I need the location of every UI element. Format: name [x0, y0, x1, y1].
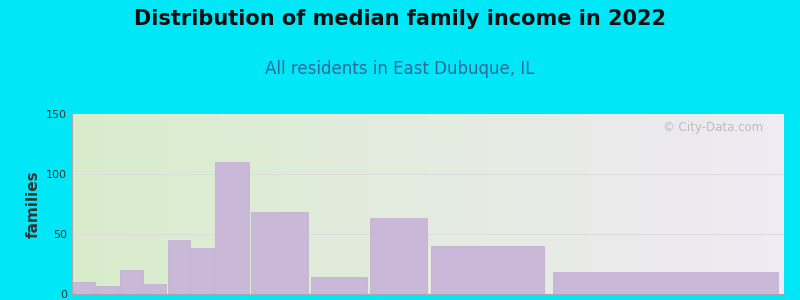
Bar: [370, 218, 426, 294]
Bar: [167, 240, 190, 294]
Text: All residents in East Dubuque, IL: All residents in East Dubuque, IL: [266, 60, 534, 78]
Bar: [431, 246, 544, 294]
Bar: [120, 270, 142, 294]
Text: © City-Data.com: © City-Data.com: [662, 121, 762, 134]
Bar: [553, 272, 778, 294]
Bar: [191, 248, 214, 294]
Y-axis label: families: families: [26, 170, 41, 238]
Bar: [215, 162, 249, 294]
Text: Distribution of median family income in 2022: Distribution of median family income in …: [134, 9, 666, 29]
Bar: [73, 282, 95, 294]
Bar: [96, 286, 119, 294]
Bar: [311, 277, 367, 294]
Bar: [144, 284, 166, 294]
Bar: [251, 212, 308, 294]
